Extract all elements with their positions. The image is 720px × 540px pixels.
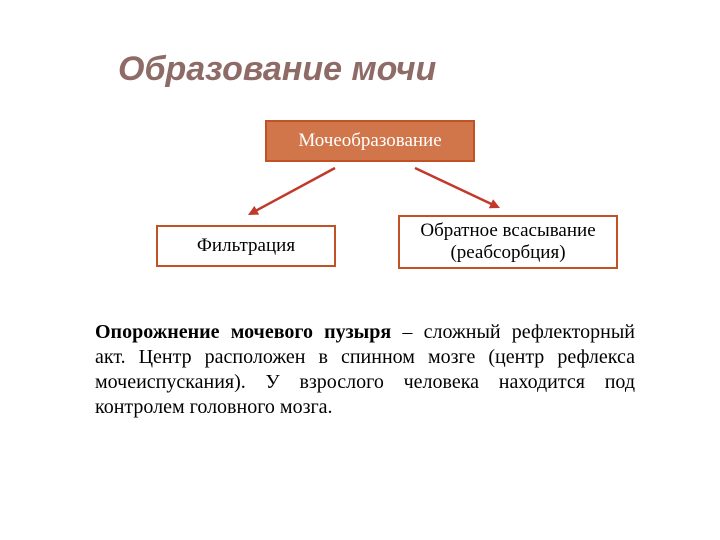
arrow-left [238, 158, 345, 225]
box-filtration-label: Фильтрация [197, 235, 295, 257]
body-paragraph: Опорожнение мочевого пузыря – сложный ре… [95, 320, 635, 420]
box-filtration: Фильтрация [156, 225, 336, 267]
box-urine-formation: Мочеобразование [265, 120, 475, 162]
body-paragraph-bold: Опорожнение мочевого пузыря [95, 321, 391, 343]
box-urine-formation-label: Мочеобразование [298, 130, 441, 152]
box-reabsorption-line2: (реабсорбция) [450, 242, 565, 263]
slide: Образование мочи Мочеобразование Фильтра… [0, 0, 720, 540]
box-reabsorption-line1: Обратное всасывание [420, 220, 595, 241]
box-reabsorption: Обратное всасывание (реабсорбция) [398, 215, 618, 269]
slide-title: Образование мочи [118, 50, 436, 89]
arrow-right [405, 158, 510, 218]
box-reabsorption-label: Обратное всасывание (реабсорбция) [420, 220, 595, 264]
